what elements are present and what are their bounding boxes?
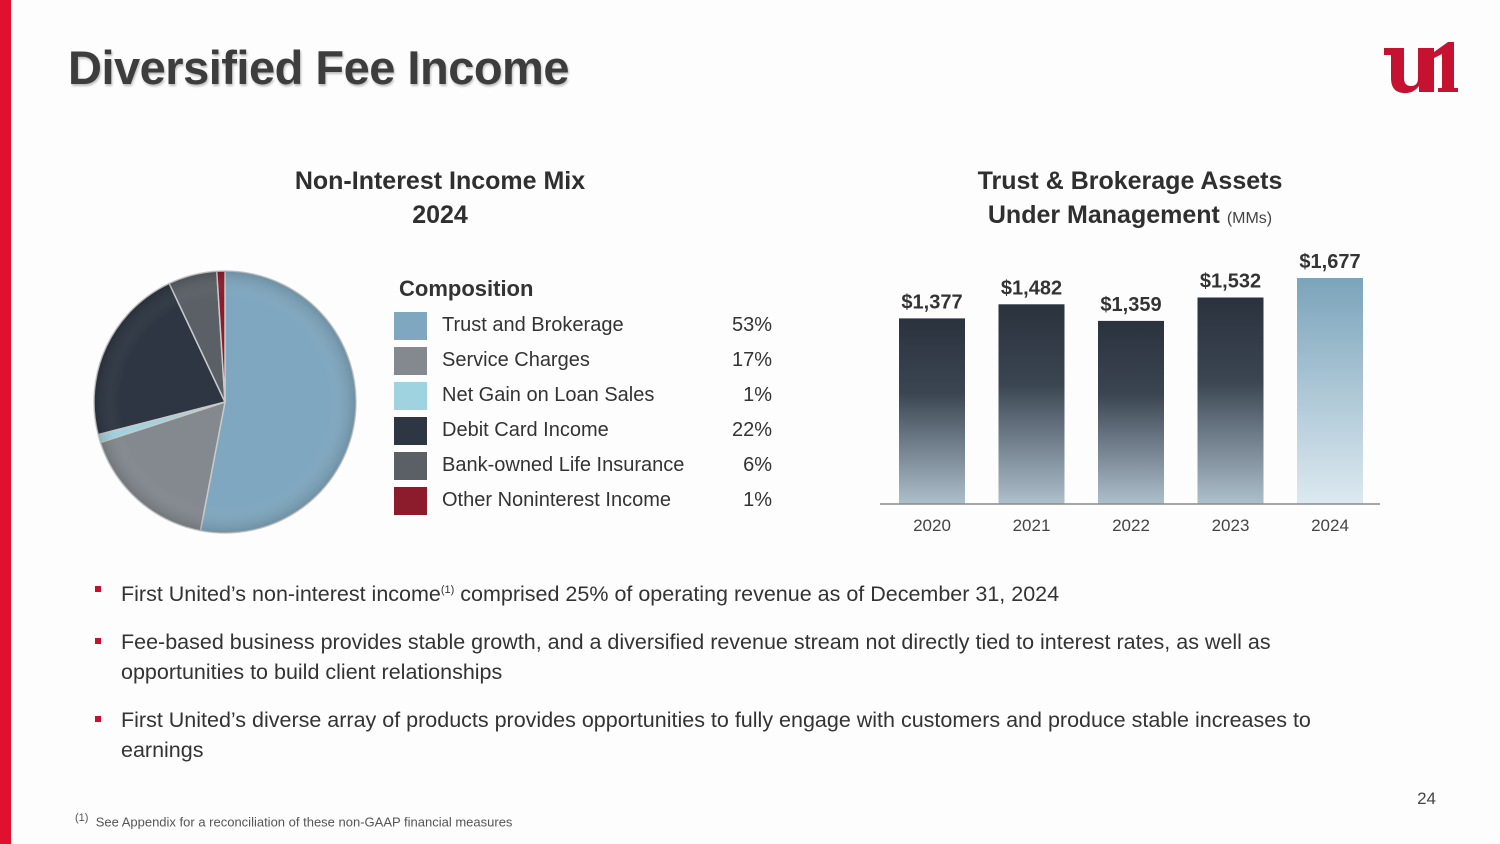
bullet-text: First United’s non-interest income [121,582,441,607]
legend-swatch [394,452,427,480]
pie-title-line-1: Non-Interest Income Mix [294,167,586,195]
legend-item: Debit Card Income 22% [394,415,794,450]
bar-2024 [1297,278,1363,504]
legend-item: Trust and Brokerage 53% [394,310,794,345]
legend-label: Net Gain on Loan Sales [442,384,655,406]
legend-item: Net Gain on Loan Sales 1% [394,380,794,415]
bar-title-main: Under Management [987,201,1220,229]
footnote-ref: (1) [440,584,455,596]
legend-label: Other Noninterest Income [442,489,671,511]
bar-2022 [1098,320,1164,504]
x-tick-label: 2021 [1013,516,1051,535]
legend-item: Service Charges 17% [394,345,794,380]
bullet-marker [95,716,101,723]
legend-label: Bank-owned Life Insurance [442,454,685,476]
bullet-text: Fee-based business provides stable growt… [121,630,1271,685]
bar-value-label: $1,532 [1200,271,1261,293]
legend-swatch [394,487,427,515]
slide-title: Diversified Fee Income [68,41,569,94]
legend-swatch [394,312,427,340]
company-logo [1384,42,1458,94]
legend-label: Service Charges [442,349,590,371]
footnote-text: See Appendix for a reconciliation of the… [95,814,513,830]
bullet-text-cont: comprised 25% of operating revenue as of… [454,582,1060,607]
bullet-item: First United’s diverse array of products… [92,705,1392,765]
legend-value: 1% [743,384,772,406]
bullet-item: First United’s non-interest income(1) co… [92,575,1392,609]
income-mix-pie-chart [93,270,357,534]
bullet-item: Fee-based business provides stable growt… [92,627,1392,687]
bar-title-units: (MMs) [1226,210,1273,227]
bar-2020 [899,318,965,504]
legend-heading: Composition [399,276,534,301]
bar-value-label: $1,359 [1100,294,1161,316]
bar-value-label: $1,677 [1299,251,1360,273]
legend-item: Other Noninterest Income 1% [394,485,794,520]
footnote-marker: (1) [75,812,89,824]
x-tick-label: 2023 [1212,516,1250,535]
pie-chart-title: Non-Interest Income Mix 2024 [240,164,640,232]
bar-2023 [1197,297,1264,504]
legend-value: 53% [731,314,772,336]
x-tick-label: 2022 [1112,516,1150,535]
x-tick-label: 2020 [913,516,951,535]
key-points-list: First United’s non-interest income(1) co… [92,575,1392,783]
pie-legend: Composition Trust and Brokerage 53% Serv… [394,276,794,520]
logo-numeral-1 [1434,42,1458,92]
legend-value: 22% [731,419,772,441]
bullet-marker [95,638,101,645]
logo-letter-u [1384,48,1434,94]
bar-title-line-2: Under Management (MMs) [900,198,1360,236]
legend-value: 1% [743,489,772,511]
legend-value: 17% [731,349,772,371]
footnote: (1) See Appendix for a reconciliation of… [75,812,512,829]
aum-bar-chart: $1,377 2020 $1,482 2021 $1,359 2022 $1,532 2023… [880,251,1380,535]
bar-value-label: $1,482 [1001,277,1062,299]
bar-chart-title: Trust & Brokerage Assets Under Managemen… [900,164,1360,236]
bar-title-line-1: Trust & Brokerage Assets [977,167,1283,195]
legend-swatch [394,382,427,410]
legend-item: Bank-owned Life Insurance 6% [394,450,794,485]
legend-label: Trust and Brokerage [442,314,624,336]
legend-label: Debit Card Income [442,419,609,441]
legend-value: 6% [743,454,772,476]
legend-swatch [394,347,427,375]
bullet-marker [95,586,101,592]
page-number: 24 [1417,789,1436,808]
legend-swatch [394,417,427,445]
bullet-text: First United’s diverse array of products… [121,708,1311,763]
pie-title-line-2: 2024 [412,201,468,229]
bar-2021 [998,304,1065,504]
bar-value-label: $1,377 [901,291,962,313]
left-accent-bar [0,0,11,844]
x-tick-label: 2024 [1311,516,1349,535]
